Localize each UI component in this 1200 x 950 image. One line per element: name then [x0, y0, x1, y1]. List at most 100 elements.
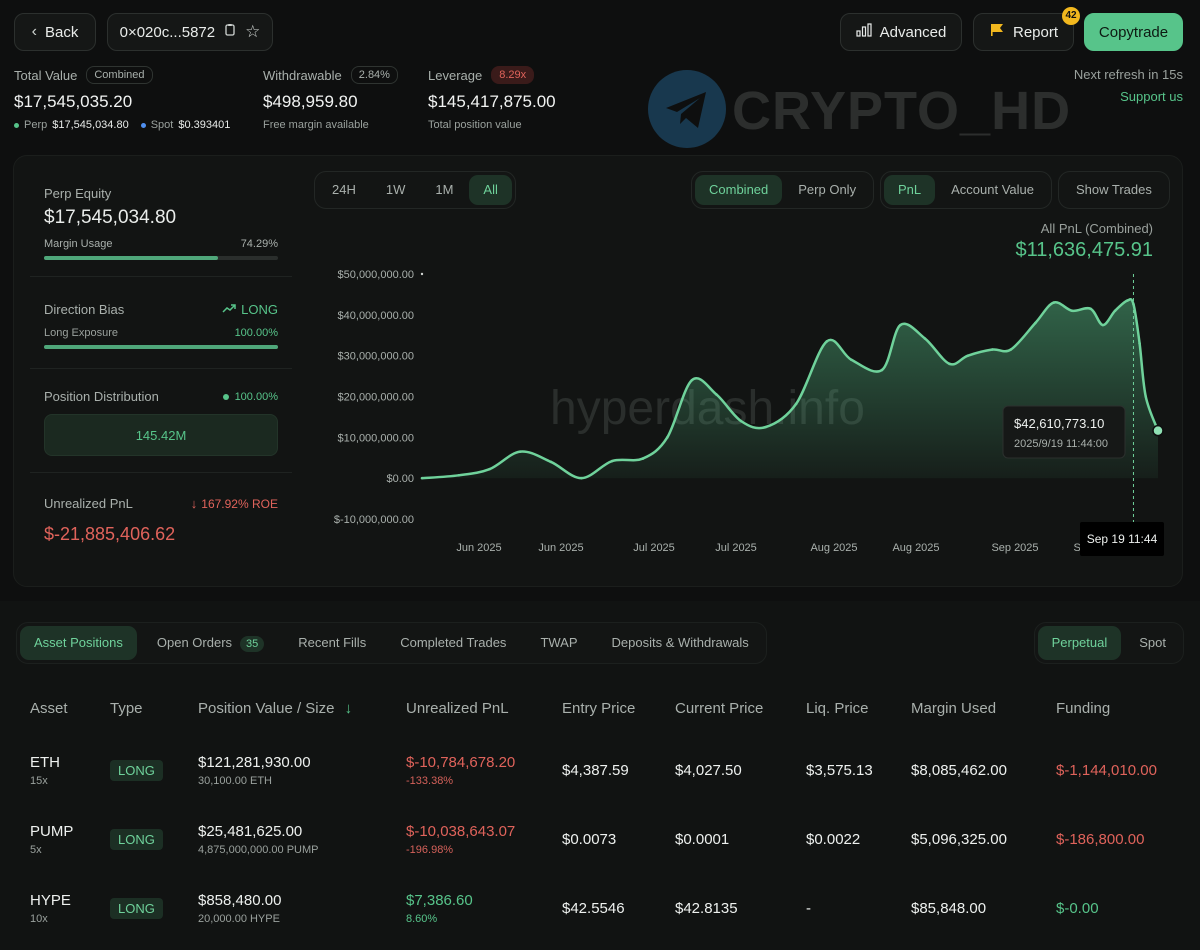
tab-deposits-withdrawals[interactable]: Deposits & Withdrawals [611, 635, 749, 650]
type-cell: LONG [110, 874, 198, 943]
back-button[interactable]: ‹ Back [14, 13, 96, 51]
leverage-chip: 8.29x [491, 66, 535, 84]
position-distribution-value: 145.42M [135, 427, 187, 443]
spot-value: $0.393401 [178, 119, 231, 131]
data-point [641, 457, 645, 460]
liq-price-cell: $3,575.13 [806, 762, 873, 779]
data-point [1113, 309, 1117, 313]
data-point [991, 348, 994, 351]
show-trades-button[interactable]: Show Trades [1058, 171, 1170, 209]
entry-price-cell: $42.5546 [562, 900, 625, 917]
position-distribution-label: Position Distribution [44, 389, 159, 404]
long-exposure-pct: 100.00% [234, 327, 278, 339]
column-header-type[interactable]: Type [110, 699, 143, 717]
funding-cell: $-0.00 [1056, 900, 1099, 917]
timeframe-1w[interactable]: 1W [385, 182, 406, 197]
margin-used-cell: $8,085,462.00 [911, 762, 1007, 779]
y-tick-label: $20,000,000.00 [338, 392, 414, 404]
tab-asset-positions[interactable]: Asset Positions [20, 626, 137, 660]
chevron-left-icon: ‹ [31, 23, 37, 40]
data-point [549, 460, 553, 464]
copy-icon[interactable] [223, 23, 237, 41]
data-point [488, 467, 491, 471]
table-row[interactable]: HYPE 10x LONG $858,480.00 20,000.00 HYPE $7,3… [0, 874, 1200, 943]
type-cell: LONG [110, 736, 198, 805]
asset-cell: HYPE 10x [30, 892, 71, 925]
data-point [715, 393, 718, 396]
long-exposure-bar [44, 345, 278, 349]
column-header-unrealized-pnl[interactable]: Unrealized PnL [406, 699, 509, 717]
address-pill: 0×020c...5872 ☆ [107, 13, 273, 51]
column-header-liq-price[interactable]: Liq. Price [806, 699, 869, 717]
mode-perp-only[interactable]: Perp Only [798, 182, 857, 197]
tab-recent-fills[interactable]: Recent Fills [298, 635, 367, 650]
unrealized-pnl-label: Unrealized PnL [44, 496, 133, 511]
timeframe-selector: 24H 1W 1M All [314, 171, 516, 209]
table-row[interactable]: ETH 15x LONG $121,281,930.00 30,100.00 ETH $-… [0, 736, 1200, 805]
data-point [420, 476, 424, 480]
advanced-button[interactable]: Advanced [840, 13, 962, 51]
sort-arrow-icon: ↓ [340, 699, 353, 717]
data-point [850, 358, 853, 362]
column-header-margin-used[interactable]: Margin Used [911, 699, 997, 717]
x-tick-label: Jun 2025 [456, 542, 501, 554]
long-exposure-fill [44, 345, 278, 349]
data-point [1126, 299, 1129, 302]
column-header-position-value-size[interactable]: Position Value / Size ↓ [198, 699, 353, 717]
tooltip-box [1002, 405, 1126, 459]
pnl-area [422, 299, 1158, 479]
data-point [580, 476, 583, 480]
data-point [794, 402, 798, 406]
position-distribution-bar[interactable]: 145.42M [44, 414, 278, 456]
unrealized-pnl-cell: $-10,784,678.20 -133.38% [406, 754, 516, 787]
axis-dot [420, 272, 424, 276]
leverage-label: Leverage [428, 67, 483, 83]
position-value-cell: $858,480.00 20,000.00 HYPE [198, 892, 282, 925]
open-orders-badge: 35 [240, 636, 265, 652]
metric-pnl[interactable]: PnL [884, 175, 936, 205]
tab-twap[interactable]: TWAP [540, 635, 578, 650]
wallet-address: 0×020c...5872 [119, 23, 216, 41]
unrealized-pnl-section: Unrealized PnL ↓ 167.92% ROE $-21,885,40… [44, 496, 278, 545]
table-row[interactable]: PUMP 5x LONG $25,481,625.00 4,875,000,000.00… [0, 805, 1200, 874]
trend-up-icon [222, 300, 236, 318]
copytrade-button[interactable]: Copytrade [1084, 13, 1183, 51]
timeframe-24h[interactable]: 24H [332, 182, 356, 197]
x-tick-label: Sep 2025 [991, 542, 1038, 554]
x-tick-label: Aug 2025 [892, 542, 939, 554]
data-point [1144, 395, 1148, 398]
leverage-sub: Total position value [428, 119, 522, 131]
column-header-asset[interactable]: Asset [30, 699, 68, 717]
data-point [899, 323, 902, 327]
column-header-current-price[interactable]: Current Price [675, 699, 764, 717]
divider [30, 276, 292, 277]
star-icon[interactable]: ☆ [245, 22, 261, 41]
metric-account-value[interactable]: Account Value [951, 182, 1035, 197]
leverage-value: $145,417,875.00 [428, 92, 556, 111]
market-tab-perpetual[interactable]: Perpetual [1037, 626, 1122, 660]
data-point [923, 337, 927, 340]
margin-used-cell: $5,096,325.00 [911, 831, 1007, 848]
direction-bias-label: Direction Bias [44, 301, 125, 317]
market-tab-spot[interactable]: Spot [1139, 635, 1166, 650]
column-header-funding[interactable]: Funding [1056, 699, 1111, 717]
pnl-chart[interactable]: hyperdash.info$50,000,000.00$40,000,000.… [310, 262, 1180, 562]
mode-combined[interactable]: Combined [695, 175, 783, 205]
data-point [690, 378, 694, 382]
timeframe-all[interactable]: All [469, 175, 512, 205]
support-link[interactable]: Support us [1120, 89, 1183, 104]
data-point [880, 368, 884, 372]
withdrawable-sub: Free margin available [263, 119, 369, 131]
timeframe-1m[interactable]: 1M [435, 182, 454, 197]
current-price-cell: $0.0001 [675, 831, 730, 848]
report-button[interactable]: Report [973, 13, 1074, 51]
tab-open-orders[interactable]: Open Orders 35 [143, 626, 278, 660]
margin-usage-fill [44, 256, 218, 260]
green-dot-icon [222, 393, 229, 400]
column-header-entry-price[interactable]: Entry Price [562, 699, 636, 717]
data-point [457, 474, 461, 477]
perp-value: $17,545,034.80 [52, 119, 129, 131]
show-trades-label: Show Trades [1076, 182, 1152, 197]
tab-completed-trades[interactable]: Completed Trades [400, 635, 507, 650]
unrealized-pnl-cell: $7,386.60 8.60% [406, 892, 473, 925]
